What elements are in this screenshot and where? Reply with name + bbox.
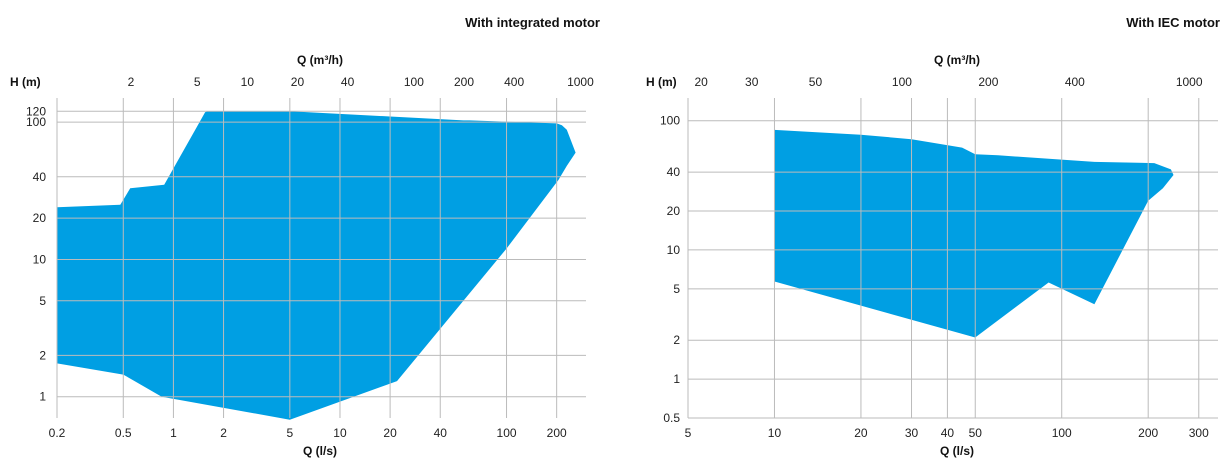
- chart-1: With integrated motor Q (m³/h) H (m) Q (l/s…: [10, 15, 600, 458]
- bottom-tick-label: 40: [941, 426, 955, 440]
- bottom-tick-label: 2: [220, 426, 227, 440]
- bottom-tick-label: 300: [1189, 426, 1209, 440]
- top-tick-label: 20: [694, 75, 708, 89]
- chart-2: With IEC motor Q (m³/h) H (m) Q (l/s) 5 10 20 3…: [646, 15, 1220, 458]
- operating-range-area: [774, 129, 1174, 338]
- y-tick-label: 1: [39, 390, 46, 404]
- y-tick-label: 10: [33, 252, 47, 266]
- bottom-tick-label: 5: [286, 426, 293, 440]
- bottom-tick-label: 10: [333, 426, 347, 440]
- y-tick-label: 0.5: [663, 411, 680, 425]
- y-tick-label: 1: [673, 372, 680, 386]
- top-tick-label: 5: [194, 75, 201, 89]
- top-tick-label: 2: [128, 75, 135, 89]
- top-tick-label: 40: [341, 75, 355, 89]
- top-tick-label: 20: [291, 75, 305, 89]
- top-tick-label: 100: [404, 75, 424, 89]
- operating-range-area: [57, 111, 576, 420]
- bottom-tick-label: 200: [1138, 426, 1158, 440]
- y-tick-label: 100: [660, 114, 680, 128]
- top-tick-label: 10: [241, 75, 255, 89]
- y-tick-label: 100: [26, 115, 46, 129]
- bottom-tick-label: 50: [969, 426, 983, 440]
- top-tick-label: 100: [892, 75, 912, 89]
- y-tick-label: 120: [26, 104, 46, 118]
- y-tick-label: 2: [39, 348, 46, 362]
- top-tick-label: 1000: [1176, 75, 1203, 89]
- top-tick-label: 1000: [567, 75, 594, 89]
- top-tick-label: 30: [745, 75, 759, 89]
- y-tick-label: 2: [673, 333, 680, 347]
- y-tick-label: 40: [667, 165, 681, 179]
- top-tick-label: 50: [809, 75, 823, 89]
- y-tick-label: 5: [673, 282, 680, 296]
- y-tick-label: 10: [667, 243, 681, 257]
- y-tick-label: 40: [33, 170, 47, 184]
- y-tick-label: 20: [667, 204, 681, 218]
- bottom-tick-label: 0.5: [115, 426, 132, 440]
- bottom-tick-label: 40: [434, 426, 448, 440]
- top-tick-label: 400: [504, 75, 524, 89]
- bottom-tick-label: 20: [383, 426, 397, 440]
- y-axis-title: H (m): [646, 75, 677, 89]
- y-tick-label: 5: [39, 294, 46, 308]
- top-axis-title: Q (m³/h): [934, 53, 980, 67]
- y-tick-label: 20: [33, 211, 47, 225]
- chart-title: With integrated motor: [465, 15, 600, 30]
- bottom-tick-label: 200: [547, 426, 567, 440]
- top-tick-label: 200: [978, 75, 998, 89]
- chart-title: With IEC motor: [1126, 15, 1220, 30]
- bottom-tick-label: 5: [685, 426, 692, 440]
- bottom-tick-label: 20: [854, 426, 868, 440]
- bottom-tick-label: 0.2: [49, 426, 66, 440]
- bottom-tick-label: 100: [1052, 426, 1072, 440]
- bottom-axis-title: Q (l/s): [303, 444, 337, 458]
- bottom-tick-label: 100: [497, 426, 517, 440]
- y-axis-title: H (m): [10, 75, 41, 89]
- top-tick-label: 400: [1065, 75, 1085, 89]
- bottom-tick-label: 10: [768, 426, 782, 440]
- top-tick-label: 200: [454, 75, 474, 89]
- bottom-axis-title: Q (l/s): [940, 444, 974, 458]
- top-axis-title: Q (m³/h): [297, 53, 343, 67]
- bottom-tick-label: 1: [170, 426, 177, 440]
- bottom-tick-label: 30: [905, 426, 919, 440]
